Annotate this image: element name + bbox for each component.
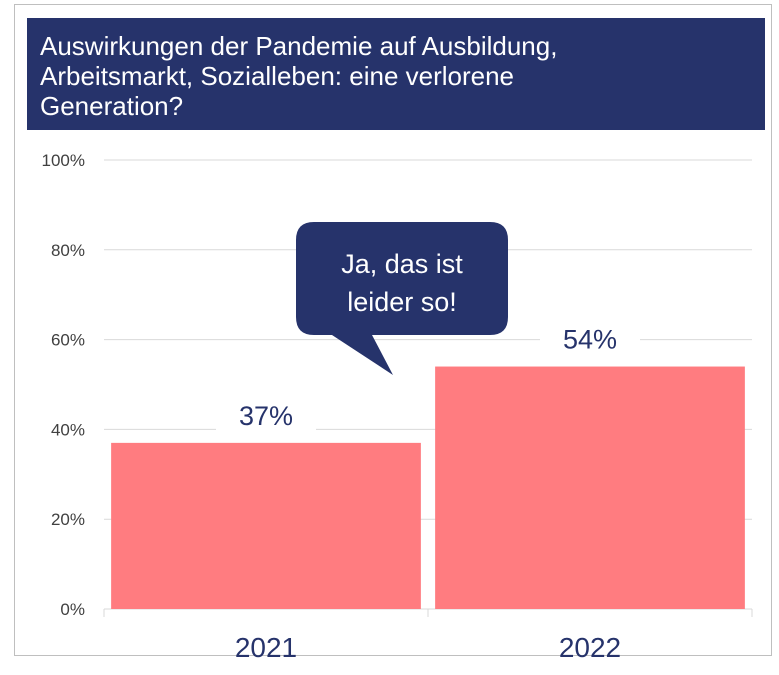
chart-title: Generation? [40,91,183,121]
chart-title: Auswirkungen der Pandemie auf Ausbildung… [40,31,557,61]
y-tick-label: 20% [51,510,85,529]
value-label-bg [216,396,316,431]
value-label: 54% [563,325,617,355]
annotation: Ja, das ist [341,249,463,279]
bar [111,442,421,609]
y-tick-label: 60% [51,331,85,350]
x-tick-label: 2022 [559,632,621,663]
chart-title: Arbeitsmarkt, Sozialleben: eine verloren… [40,61,514,91]
y-tick-label: 100% [42,151,85,170]
y-tick-label: 80% [51,241,85,260]
speech-bubble [296,222,508,375]
bar [435,366,745,609]
x-tick-label: 2021 [235,632,297,663]
title-box [27,18,765,130]
annotation: leider so! [347,287,457,317]
value-label-bg [540,320,640,355]
y-tick-label: 0% [60,600,85,619]
value-label: 37% [239,401,293,431]
y-tick-label: 40% [51,420,85,439]
